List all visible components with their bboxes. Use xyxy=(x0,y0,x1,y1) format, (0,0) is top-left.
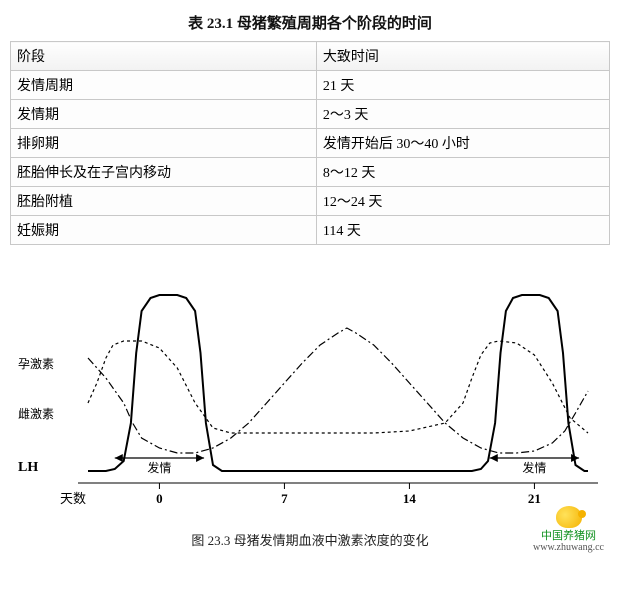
col-header-time: 大致时间 xyxy=(316,42,609,71)
svg-text:发情: 发情 xyxy=(522,460,546,475)
brand-url: www.zhuwang.cc xyxy=(533,542,604,553)
cell-stage: 胚胎附植 xyxy=(11,187,317,216)
stages-table: 阶段 大致时间 发情周期21 天发情期2～3 天排卵期发情开始后 30～40 小… xyxy=(10,41,610,245)
table-row: 胚胎伸长及在子宫内移动8～12 天 xyxy=(11,158,610,187)
cell-time: 2～3 天 xyxy=(316,100,609,129)
cell-time: 8～12 天 xyxy=(316,158,609,187)
cell-stage: 妊娠期 xyxy=(11,216,317,245)
cell-time: 21 天 xyxy=(316,71,609,100)
table-row: 妊娠期114 天 xyxy=(11,216,610,245)
col-header-stage: 阶段 xyxy=(11,42,317,71)
cell-time: 12～24 天 xyxy=(316,187,609,216)
table-row: 排卵期发情开始后 30～40 小时 xyxy=(11,129,610,158)
svg-text:0: 0 xyxy=(156,491,163,506)
svg-text:孕激素: 孕激素 xyxy=(18,357,54,371)
cell-time: 114 天 xyxy=(316,216,609,245)
svg-text:14: 14 xyxy=(403,491,417,506)
svg-text:雌激素: 雌激素 xyxy=(18,406,54,421)
table-row: 发情期2～3 天 xyxy=(11,100,610,129)
svg-text:7: 7 xyxy=(281,491,288,506)
hormone-chart: 0 7 14 21 天数 孕激素雌激素 LH 发情 发情 图 23.3 母猪发情期血液中激素浓度… xyxy=(10,263,610,553)
site-watermark: 中国养猪网 www.zhuwang.cc xyxy=(533,506,604,553)
cell-stage: 发情期 xyxy=(11,100,317,129)
svg-text:21: 21 xyxy=(528,491,541,506)
cell-stage: 发情周期 xyxy=(11,71,317,100)
svg-text:天数: 天数 xyxy=(60,491,86,506)
svg-text:LH: LH xyxy=(18,460,38,475)
pig-icon xyxy=(556,506,582,528)
cell-time: 发情开始后 30～40 小时 xyxy=(316,129,609,158)
brand-cn: 中国养猪网 xyxy=(533,530,604,542)
chart-caption: 图 23.3 母猪发情期血液中激素浓度的变化 xyxy=(10,530,610,549)
cell-stage: 排卵期 xyxy=(11,129,317,158)
table-title: 表 23.1 母猪繁殖周期各个阶段的时间 xyxy=(10,12,610,33)
table-row: 发情周期21 天 xyxy=(11,71,610,100)
svg-text:发情: 发情 xyxy=(147,460,171,475)
cell-stage: 胚胎伸长及在子宫内移动 xyxy=(11,158,317,187)
table-row: 胚胎附植12～24 天 xyxy=(11,187,610,216)
